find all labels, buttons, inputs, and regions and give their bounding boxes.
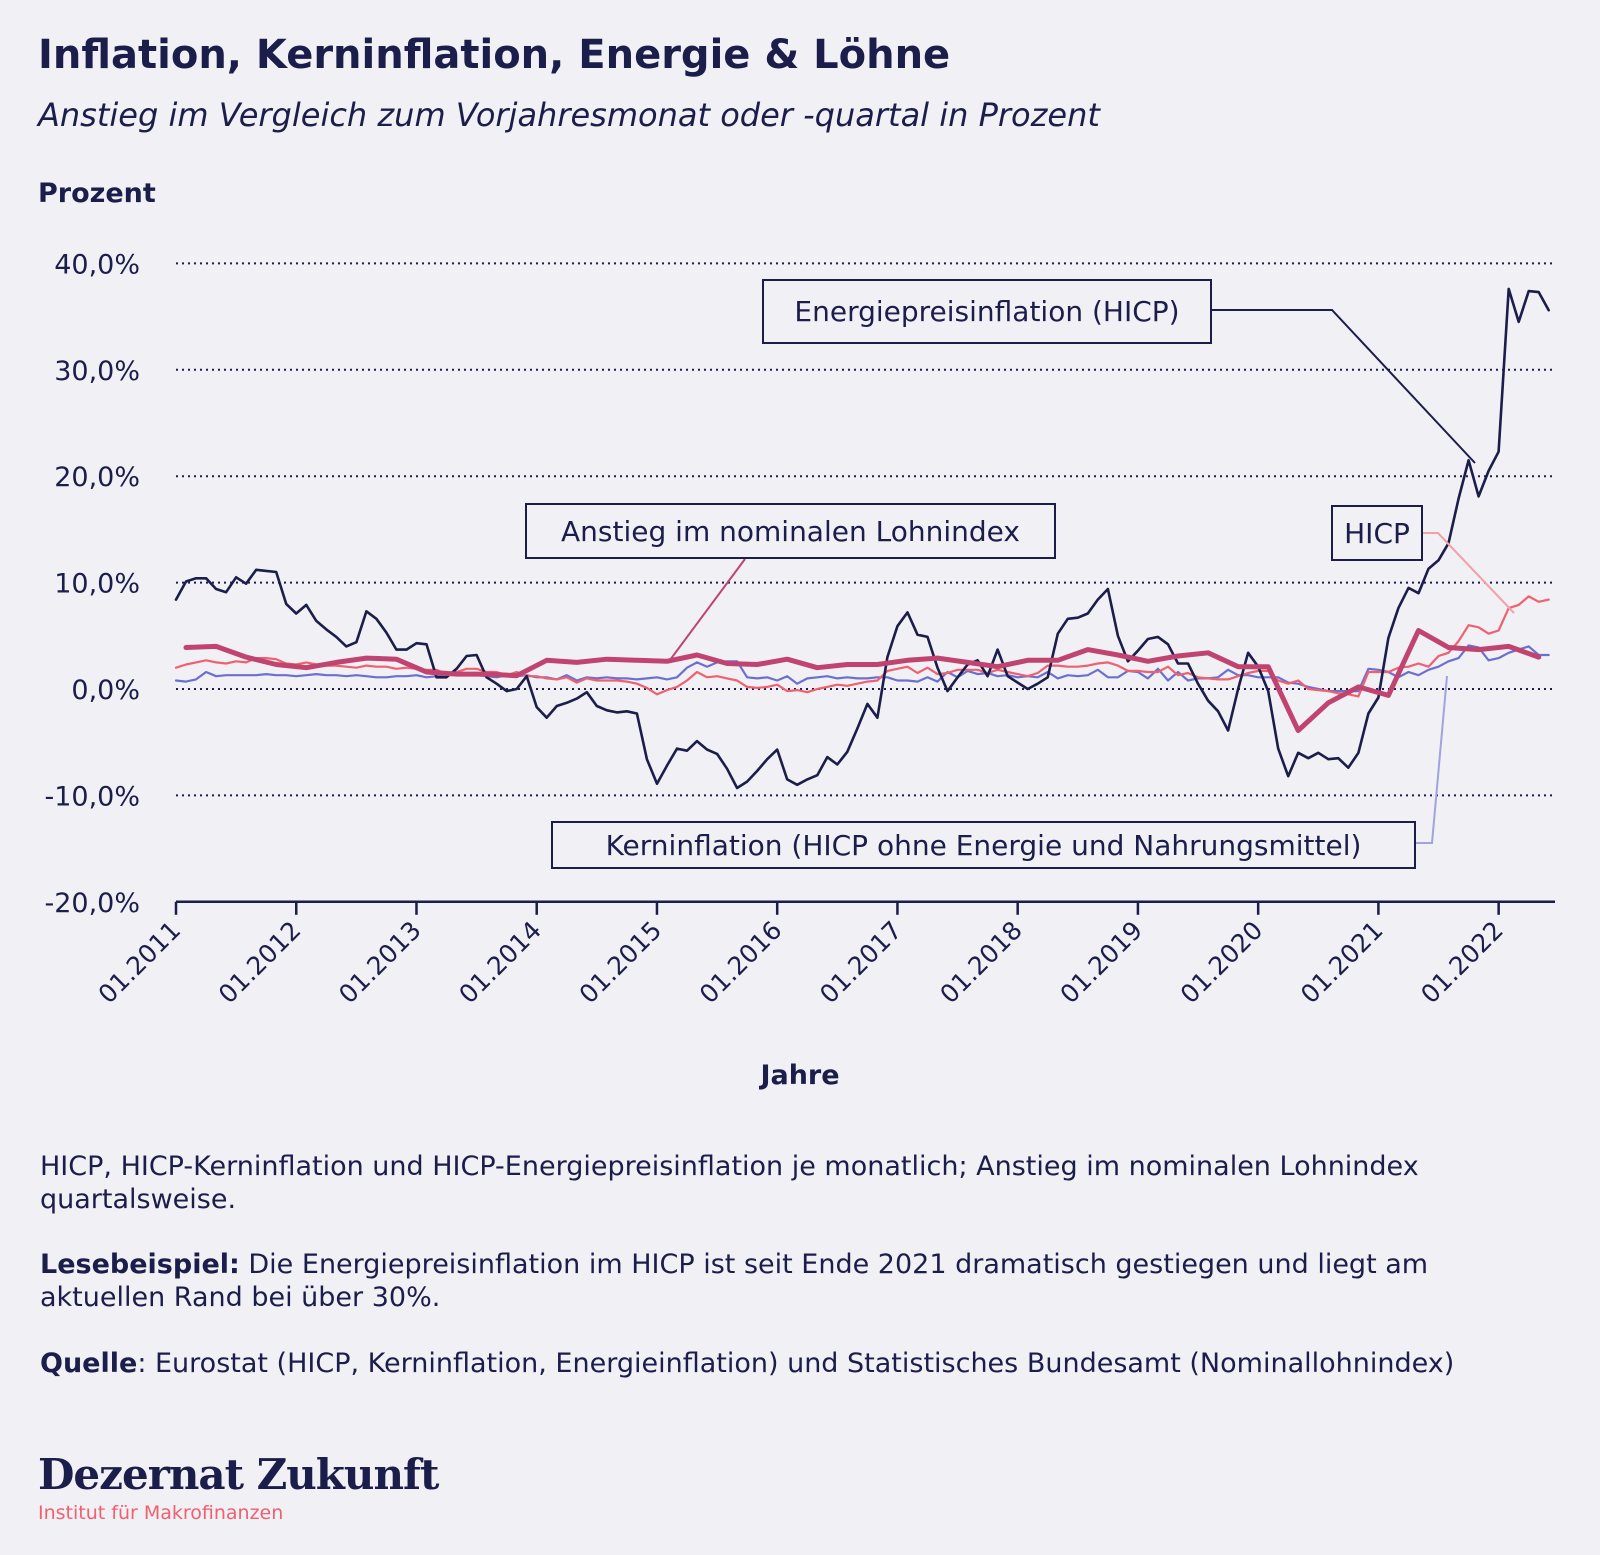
logo: Dezernat Zukunft [38,1450,439,1499]
x-tick-label: 01.2022 [1415,916,1509,1010]
x-tick-label: 01.2014 [453,916,547,1010]
annotation-wages: Anstieg im nominalen Lohnindex [525,503,1056,559]
footnote-reading-example: Lesebeispiel: Die Energiepreisinflation … [40,1248,1490,1314]
x-tick-label: 01.2020 [1175,916,1269,1010]
x-tick-label: 01.2016 [694,916,788,1010]
wages-series-line [183,628,1542,733]
annotation-hicp: HICP [1331,505,1423,561]
x-tick-label: 01.2013 [333,916,427,1010]
chart-subtitle: Anstieg im Vergleich zum Vorjahresmonat … [38,96,1100,134]
energy-series-line [174,287,1550,790]
logo-tagline: Institut für Makrofinanzen [38,1502,284,1524]
annotation-core: Kerninflation (HICP ohne Energie und Nah… [551,821,1416,869]
x-tick-label: 01.2021 [1295,916,1389,1010]
hicp-annotation-connector [1423,532,1515,614]
x-tick-label: 01.2012 [213,916,307,1010]
chart-title: Inflation, Kerninflation, Energie & Löhn… [38,32,951,78]
y-tick-label: 40,0% [54,249,140,280]
energy-annotation-connector [1212,309,1476,464]
footnote-text: : Eurostat (HICP, Kerninflation, Energie… [137,1348,1455,1379]
x-tick-label: 01.2018 [934,916,1028,1010]
footnote-frequency: HICP, HICP-Kerninflation und HICP-Energi… [40,1150,1490,1216]
y-tick-label: 30,0% [54,356,140,387]
wages-annotation-connector [669,558,746,661]
x-tick-label: 01.2011 [93,916,187,1010]
hicp-series-line [174,595,1550,698]
x-tick-label: 01.2019 [1055,916,1149,1010]
x-axis-label: Jahre [760,1060,840,1091]
annotation-energy: Energiepreisinflation (HICP) [762,279,1212,344]
y-tick-label: 20,0% [54,462,140,493]
y-axis-label: Prozent [38,178,156,209]
y-tick-label: 0,0% [71,675,140,706]
core-series-line [174,644,1550,693]
y-tick-label: -10,0% [44,781,140,812]
footnote-text: Die Energiepreisinflation im HICP ist se… [40,1249,1429,1313]
core-annotation-connector [1416,675,1448,844]
x-tick-label: 01.2017 [814,916,908,1010]
footnote-label: Lesebeispiel: [40,1249,240,1280]
y-tick-label: 10,0% [54,569,140,600]
footnote-source: Quelle: Eurostat (HICP, Kerninflation, E… [40,1347,1490,1380]
footnote-text: HICP, HICP-Kerninflation und HICP-Energi… [40,1151,1419,1215]
line-chart: 40,0%30,0%20,0%10,0%0,0%-10,0%-20,0%01.2… [44,249,1555,1010]
y-tick-label: -20,0% [44,888,140,919]
footnote-label: Quelle [40,1348,138,1379]
x-tick-label: 01.2015 [574,916,668,1010]
